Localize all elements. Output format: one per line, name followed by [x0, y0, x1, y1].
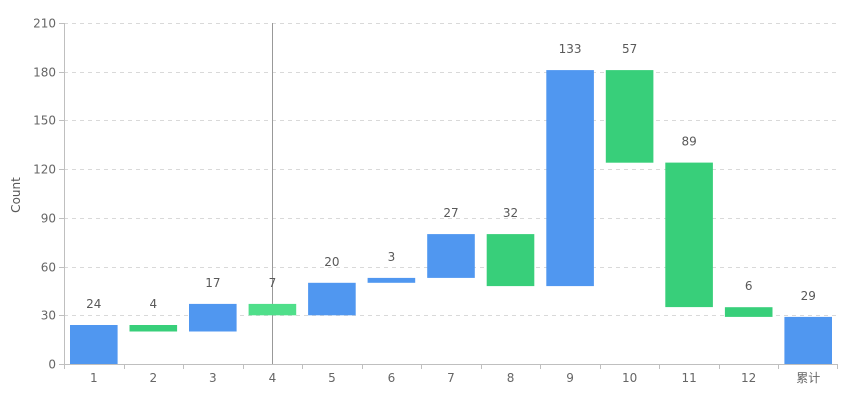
data-label: 6 — [745, 279, 753, 293]
bars-layer — [70, 70, 832, 364]
data-label: 57 — [622, 42, 637, 56]
y-tick-label: 30 — [41, 309, 56, 323]
x-tick-label: 10 — [622, 371, 637, 385]
data-label: 133 — [559, 42, 582, 56]
y-tick-label: 90 — [41, 212, 56, 226]
data-label: 89 — [682, 135, 697, 149]
bar-10[interactable] — [605, 70, 654, 163]
bar-2[interactable] — [129, 325, 178, 332]
x-tick-label: 5 — [328, 371, 336, 385]
y-tick-label: 180 — [33, 66, 56, 80]
x-tick-label: 11 — [682, 371, 697, 385]
data-label: 7 — [269, 276, 277, 290]
y-axis-title: Count — [9, 177, 23, 213]
data-label: 20 — [324, 255, 339, 269]
bar-4[interactable] — [248, 303, 297, 316]
data-label: 32 — [503, 206, 518, 220]
x-tick-label: 累计 — [796, 371, 820, 385]
bar-5[interactable] — [308, 282, 356, 316]
bar-12[interactable] — [724, 307, 773, 317]
data-label: 27 — [443, 206, 458, 220]
x-tick-label: 6 — [388, 371, 396, 385]
y-tick-label: 120 — [33, 163, 56, 177]
bar-11[interactable] — [665, 162, 713, 308]
bar-累计[interactable] — [784, 316, 832, 364]
x-tick-label: 8 — [507, 371, 515, 385]
y-tick-label: 210 — [33, 17, 56, 31]
y-tick-label: 0 — [48, 358, 56, 372]
data-labels-layer: 24 4 17 7 20 3 27 32 133 57 89 6 29 — [86, 42, 816, 311]
data-label: 24 — [86, 297, 101, 311]
data-label: 29 — [801, 289, 816, 303]
data-label: 4 — [149, 297, 157, 311]
bar-6[interactable] — [367, 277, 416, 283]
x-tick-label: 7 — [447, 371, 455, 385]
x-tick-label: 4 — [269, 371, 277, 385]
bar-3[interactable] — [189, 303, 237, 332]
x-tick-label: 12 — [741, 371, 756, 385]
data-label: 17 — [205, 276, 220, 290]
bar-7[interactable] — [427, 234, 475, 278]
x-tick-label: 3 — [209, 371, 217, 385]
y-tick-label: 150 — [33, 114, 56, 128]
x-tick-label: 1 — [90, 371, 98, 385]
bar-8[interactable] — [486, 234, 535, 287]
bar-9[interactable] — [546, 70, 594, 287]
x-tick-label: 9 — [566, 371, 574, 385]
y-tick-label: 60 — [41, 261, 56, 275]
data-label: 3 — [388, 250, 396, 264]
bar-1[interactable] — [70, 325, 118, 364]
x-tick-label: 2 — [149, 371, 157, 385]
